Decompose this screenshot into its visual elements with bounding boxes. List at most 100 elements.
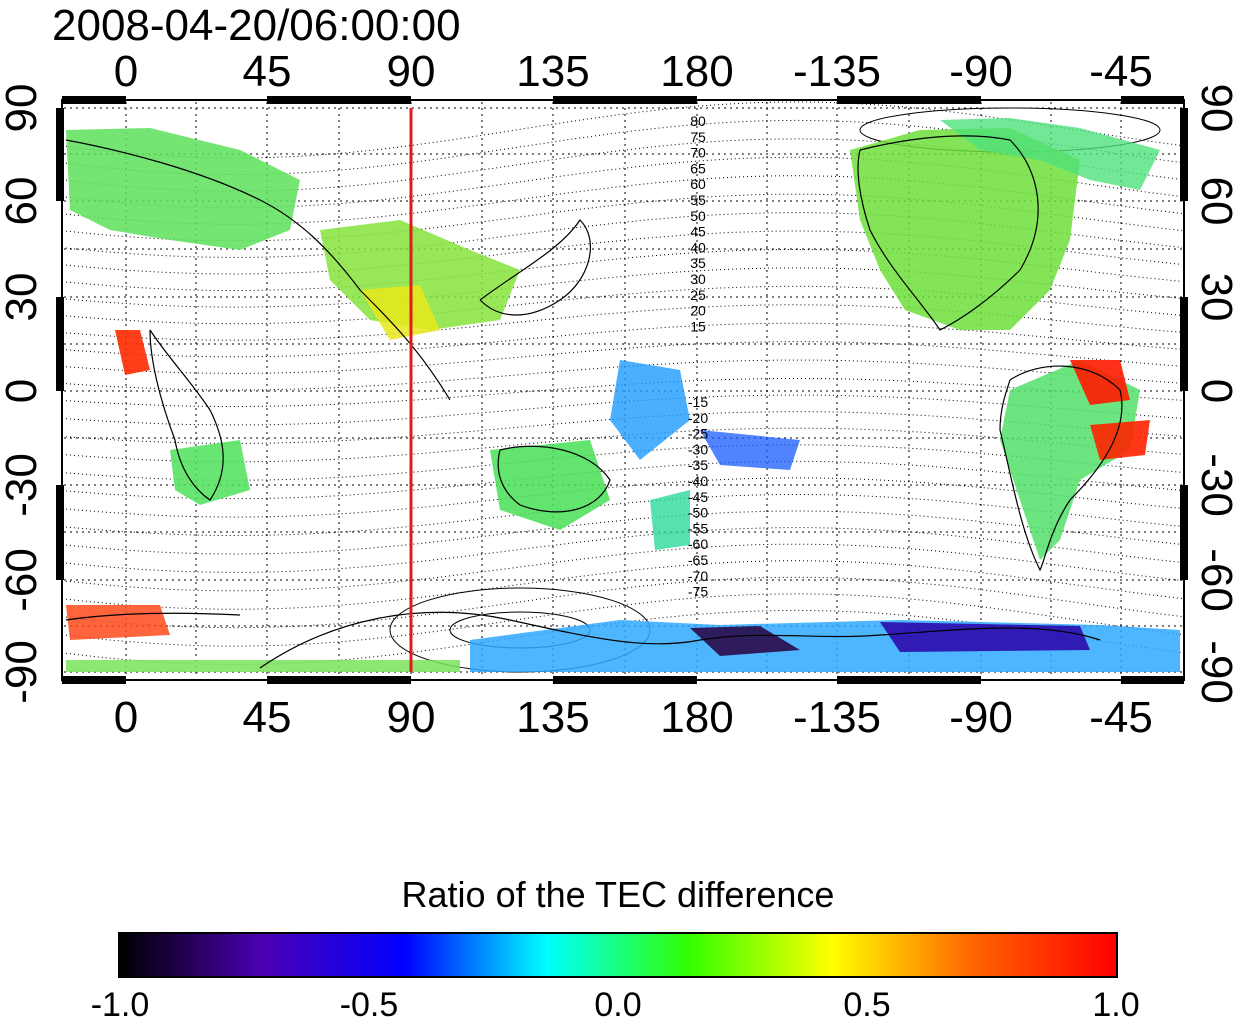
tec-map: 8075706560555045403530252015-15-20-25-30…: [0, 47, 1240, 742]
right-latitude-tick-label: 30: [1192, 273, 1240, 322]
bottom-longitude-tick-label: 135: [516, 693, 589, 742]
south-atlantic-hot-patch: [66, 605, 170, 640]
top-longitude-labels: 0 45 90 135 180 -135 -90 -45: [114, 47, 1153, 96]
contour-label: -30: [688, 441, 708, 457]
right-latitude-labels: 90 60 30 0 -30 -60 -90: [1192, 84, 1240, 704]
bottom-axis-bar-segment: [553, 676, 697, 684]
left-latitude-labels: 90 60 30 0 -30 -60 -90: [0, 84, 46, 704]
contour-label: 45: [690, 224, 706, 240]
top-axis-bar-segment: [267, 96, 411, 104]
west-africa-hot-patch: [115, 330, 150, 375]
data-patches: [66, 118, 1180, 672]
brazil-hot-patch: [1090, 420, 1150, 460]
top-longitude-tick-label: 180: [660, 47, 733, 96]
pacific-blue-patch: [610, 360, 690, 460]
contour-line: [61, 527, 1183, 573]
colorbar-tick-label: -1.0: [90, 986, 150, 1024]
contour-label: -25: [688, 426, 708, 442]
right-latitude-tick-label: -60: [1192, 548, 1240, 612]
contour-label: -75: [688, 584, 708, 600]
contour-line: [61, 560, 1183, 610]
contour-label: -60: [688, 536, 708, 552]
colorbar: [118, 932, 1118, 978]
arctic-patch: [940, 118, 1160, 190]
contour-label: 55: [690, 192, 706, 208]
top-longitude-tick-label: 45: [243, 47, 292, 96]
contour-label: 75: [690, 129, 706, 145]
colorbar-tick-label: -0.5: [339, 986, 399, 1024]
bottom-axis-bar-segment: [267, 676, 411, 684]
contour-line: [61, 543, 1183, 592]
bottom-axis-bar-segment: [62, 676, 126, 684]
north-america-patch: [850, 128, 1080, 330]
left-latitude-tick-label: 90: [0, 84, 46, 133]
contour-label: -20: [688, 410, 708, 426]
bottom-axis-bar-segment: [837, 676, 981, 684]
right-latitude-tick-label: -90: [1192, 640, 1240, 704]
right-latitude-tick-label: -30: [1192, 453, 1240, 517]
top-axis-bar-segment: [1121, 96, 1184, 104]
contour-label: -50: [688, 505, 708, 521]
contour-label: -65: [688, 552, 708, 568]
contour-label: 40: [690, 239, 706, 255]
bottom-longitude-tick-label: 90: [387, 693, 436, 742]
left-latitude-tick-label: -90: [0, 640, 46, 704]
top-axis-bar-segment: [837, 96, 981, 104]
left-latitude-tick-label: 60: [0, 177, 46, 226]
right-latitude-tick-label: 60: [1192, 177, 1240, 226]
right-axis-bar-segment: [1180, 108, 1188, 201]
axis-tick-bars: [56, 96, 1188, 684]
contour-label: 35: [690, 255, 706, 271]
right-axis-bar-segment: [1180, 297, 1188, 391]
top-longitude-tick-label: 135: [516, 47, 589, 96]
left-latitude-tick-label: 0: [0, 379, 46, 403]
africa-patch: [170, 440, 250, 505]
bottom-axis-bar-segment: [1121, 676, 1184, 684]
left-axis-bar-segment: [56, 297, 64, 391]
top-longitude-tick-label: 90: [387, 47, 436, 96]
south-america-patch: [1000, 360, 1140, 560]
contour-label: 15: [690, 318, 706, 334]
pacific-blue-patch-2: [700, 430, 800, 470]
left-latitude-tick-label: -30: [0, 453, 46, 517]
top-longitude-tick-label: -90: [949, 47, 1013, 96]
top-longitude-tick-label: -135: [793, 47, 881, 96]
contour-line: [61, 510, 1183, 555]
south-america-hot-patch: [1070, 360, 1130, 405]
contour-label: 20: [690, 303, 706, 319]
top-axis-bar-segment: [553, 96, 697, 104]
contour-label: 50: [690, 208, 706, 224]
left-axis-bar-segment: [56, 485, 64, 580]
colorbar-tick-label: 0.0: [594, 986, 642, 1024]
left-axis-bar-segment: [56, 108, 64, 201]
colorbar-tick-label: 0.5: [843, 986, 891, 1024]
contour-label: 70: [690, 145, 706, 161]
top-longitude-tick-label: 0: [114, 47, 138, 96]
right-latitude-tick-label: 90: [1192, 84, 1240, 133]
bottom-longitude-tick-label: 0: [114, 693, 138, 742]
colorbar-title: Ratio of the TEC difference: [401, 874, 835, 915]
antarctic-purple-patch: [880, 622, 1090, 652]
bottom-longitude-tick-label: 180: [660, 693, 733, 742]
bottom-longitude-tick-label: -90: [949, 693, 1013, 742]
contour-label: -70: [688, 568, 708, 584]
china-warm-patch: [360, 285, 440, 340]
right-axis-bar-segment: [1180, 485, 1188, 580]
contour-label: -35: [688, 457, 708, 473]
contour-label: -55: [688, 520, 708, 536]
bottom-longitude-labels: 0 45 90 135 180 -135 -90 -45: [114, 693, 1153, 742]
antarctic-dark-patch: [690, 626, 800, 656]
coastlines: [65, 135, 1123, 669]
colorbar-tick-label: 1.0: [1092, 986, 1140, 1024]
contour-label: 60: [690, 176, 706, 192]
contour-label: -40: [688, 473, 708, 489]
left-latitude-tick-label: -60: [0, 548, 46, 612]
contour-label: 25: [690, 287, 706, 303]
contour-label: -45: [688, 489, 708, 505]
bottom-longitude-tick-label: 45: [243, 693, 292, 742]
contour-label: 30: [690, 271, 706, 287]
left-latitude-tick-label: 30: [0, 273, 46, 322]
contour-label: -15: [688, 394, 708, 410]
page-title: 2008-04-20/06:00:00: [52, 1, 461, 50]
